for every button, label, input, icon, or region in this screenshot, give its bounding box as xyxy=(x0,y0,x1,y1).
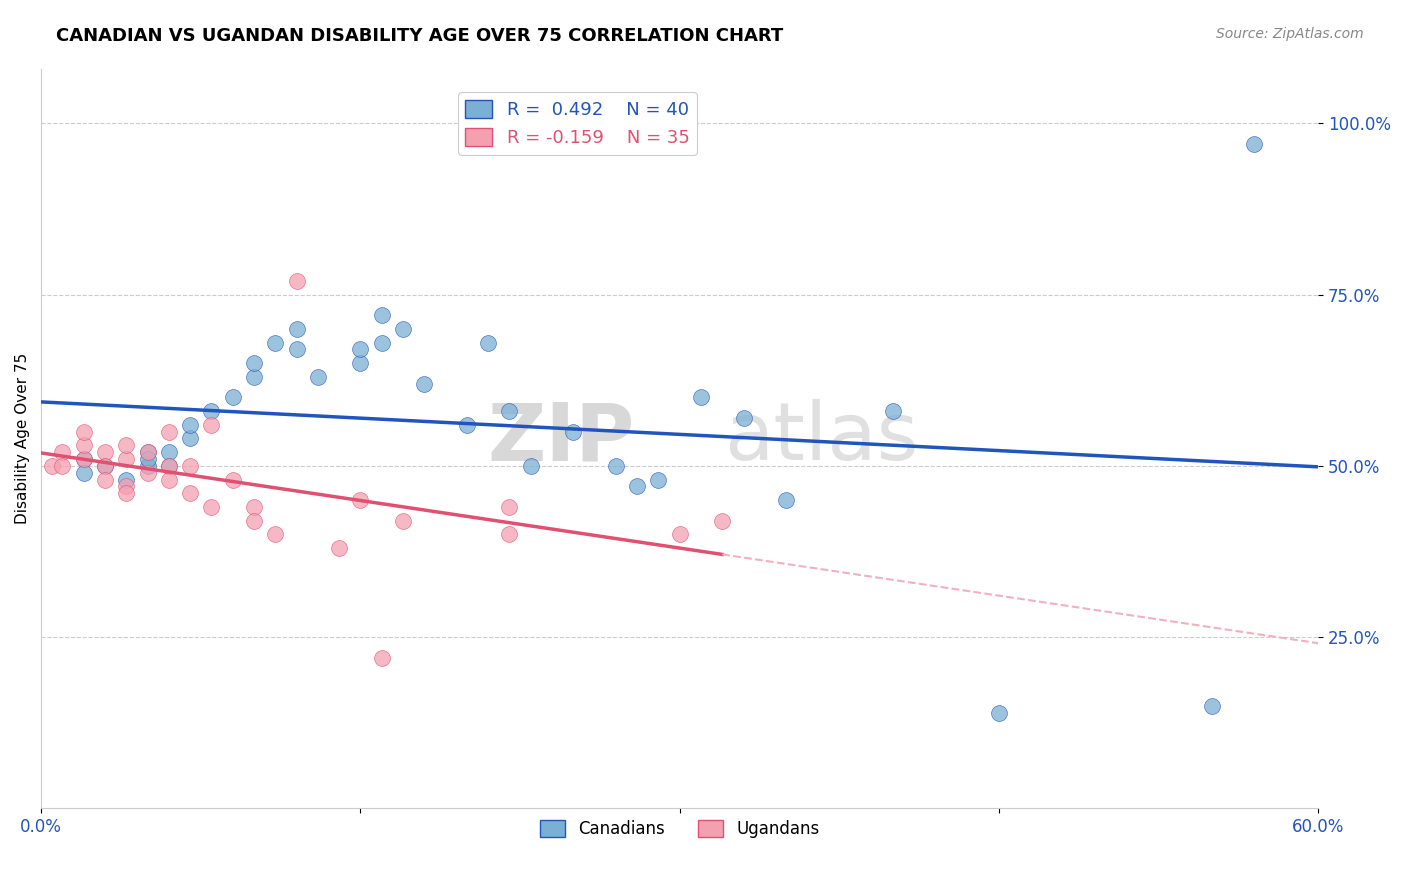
Point xyxy=(179,486,201,500)
Point xyxy=(179,432,201,446)
Point xyxy=(307,369,329,384)
Point xyxy=(668,527,690,541)
Point xyxy=(456,417,478,432)
Point xyxy=(626,479,648,493)
Point xyxy=(413,376,436,391)
Point xyxy=(41,458,63,473)
Point xyxy=(775,493,797,508)
Point xyxy=(370,650,392,665)
Point xyxy=(711,514,734,528)
Point xyxy=(370,335,392,350)
Text: Source: ZipAtlas.com: Source: ZipAtlas.com xyxy=(1216,27,1364,41)
Legend: Canadians, Ugandans: Canadians, Ugandans xyxy=(533,813,827,845)
Point xyxy=(73,438,96,452)
Point xyxy=(243,514,266,528)
Point xyxy=(136,445,159,459)
Point xyxy=(690,390,713,404)
Point xyxy=(498,527,520,541)
Point xyxy=(519,458,541,473)
Point xyxy=(882,404,904,418)
Point xyxy=(200,417,222,432)
Point xyxy=(136,466,159,480)
Point xyxy=(562,425,585,439)
Point xyxy=(477,335,499,350)
Point xyxy=(264,527,287,541)
Point xyxy=(73,452,96,467)
Point xyxy=(243,369,266,384)
Point xyxy=(115,473,138,487)
Point xyxy=(200,500,222,514)
Point xyxy=(349,356,371,370)
Point xyxy=(136,452,159,467)
Point xyxy=(264,335,287,350)
Point xyxy=(285,322,308,336)
Point xyxy=(179,458,201,473)
Point xyxy=(94,458,117,473)
Point xyxy=(370,308,392,322)
Point xyxy=(94,445,117,459)
Point xyxy=(243,356,266,370)
Point xyxy=(157,458,180,473)
Point xyxy=(136,458,159,473)
Point xyxy=(285,274,308,288)
Point xyxy=(221,473,243,487)
Point xyxy=(221,390,243,404)
Point xyxy=(115,479,138,493)
Point xyxy=(1243,136,1265,151)
Point xyxy=(733,411,755,425)
Point xyxy=(73,452,96,467)
Point xyxy=(349,343,371,357)
Point xyxy=(200,404,222,418)
Point xyxy=(157,473,180,487)
Point xyxy=(51,458,73,473)
Point xyxy=(498,404,520,418)
Point xyxy=(179,417,201,432)
Point xyxy=(73,466,96,480)
Point xyxy=(115,452,138,467)
Y-axis label: Disability Age Over 75: Disability Age Over 75 xyxy=(15,353,30,524)
Point xyxy=(157,458,180,473)
Point xyxy=(243,500,266,514)
Point xyxy=(94,473,117,487)
Point xyxy=(1201,698,1223,713)
Point xyxy=(94,458,117,473)
Text: ZIP: ZIP xyxy=(488,400,636,477)
Point xyxy=(392,514,415,528)
Text: CANADIAN VS UGANDAN DISABILITY AGE OVER 75 CORRELATION CHART: CANADIAN VS UGANDAN DISABILITY AGE OVER … xyxy=(56,27,783,45)
Point xyxy=(392,322,415,336)
Point xyxy=(498,500,520,514)
Point xyxy=(115,438,138,452)
Point xyxy=(73,425,96,439)
Point xyxy=(157,425,180,439)
Point xyxy=(349,493,371,508)
Point xyxy=(285,343,308,357)
Text: atlas: atlas xyxy=(724,400,918,477)
Point xyxy=(136,445,159,459)
Point xyxy=(51,445,73,459)
Point xyxy=(115,486,138,500)
Point xyxy=(157,445,180,459)
Point xyxy=(605,458,627,473)
Point xyxy=(988,706,1011,720)
Point xyxy=(647,473,669,487)
Point xyxy=(328,541,350,555)
